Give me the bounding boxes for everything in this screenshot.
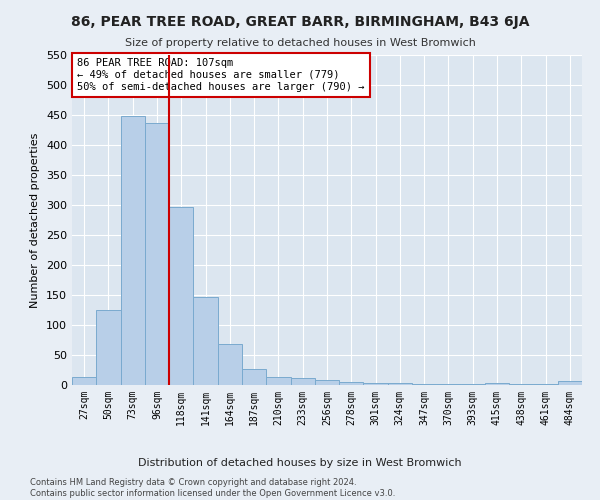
Bar (339, 382, 364, 385)
Text: Size of property relative to detached houses in West Bromwich: Size of property relative to detached ho… (125, 38, 475, 48)
Bar (266, 377, 290, 385)
Bar (364, 383, 388, 385)
Bar (193, 298, 218, 385)
Bar (461, 384, 485, 385)
Bar (242, 369, 266, 385)
Bar (121, 116, 145, 385)
Text: Contains HM Land Registry data © Crown copyright and database right 2024.
Contai: Contains HM Land Registry data © Crown c… (30, 478, 395, 498)
Bar (218, 344, 242, 385)
Y-axis label: Number of detached properties: Number of detached properties (31, 132, 40, 308)
Bar (96, 310, 121, 385)
Bar (145, 123, 169, 385)
Bar (533, 384, 558, 385)
Bar (315, 380, 339, 385)
Bar (436, 384, 461, 385)
Bar (485, 382, 509, 385)
Bar (558, 382, 582, 385)
Bar (388, 383, 412, 385)
Text: Distribution of detached houses by size in West Bromwich: Distribution of detached houses by size … (138, 458, 462, 468)
Text: 86 PEAR TREE ROAD: 107sqm
← 49% of detached houses are smaller (779)
50% of semi: 86 PEAR TREE ROAD: 107sqm ← 49% of detac… (77, 58, 365, 92)
Bar (509, 384, 533, 385)
Bar (72, 377, 96, 385)
Bar (169, 207, 193, 385)
Bar (412, 384, 436, 385)
Bar (290, 378, 315, 385)
Text: 86, PEAR TREE ROAD, GREAT BARR, BIRMINGHAM, B43 6JA: 86, PEAR TREE ROAD, GREAT BARR, BIRMINGH… (71, 15, 529, 29)
